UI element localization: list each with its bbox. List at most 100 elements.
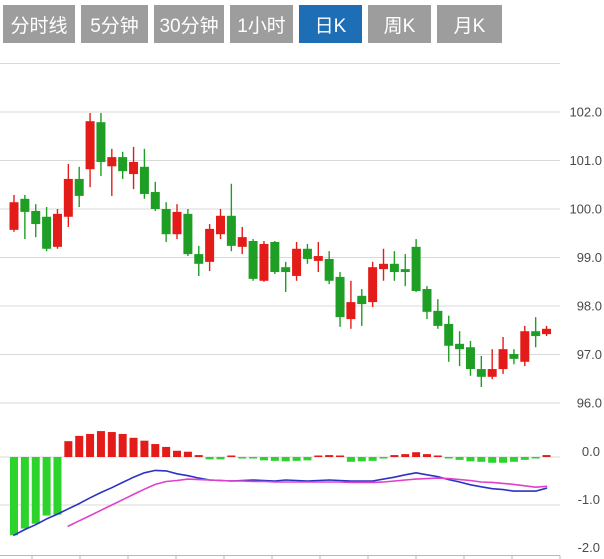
dea-line <box>67 477 548 527</box>
price-axis-label: 102.0 <box>569 105 602 120</box>
macd-bar <box>183 451 192 457</box>
macd-bar <box>412 452 421 457</box>
candle-body <box>161 209 171 235</box>
macd-bar <box>531 457 540 459</box>
candle-body <box>63 178 73 217</box>
macd-bar <box>509 457 518 462</box>
candle-body <box>226 215 236 246</box>
tab-5min[interactable]: 5分钟 <box>81 5 148 43</box>
macd-bar <box>31 457 40 524</box>
candle-body <box>107 157 117 167</box>
candle-body <box>20 198 30 212</box>
candle-body <box>324 258 334 281</box>
macd-bar <box>281 457 290 462</box>
macd-bar <box>379 457 388 459</box>
candle-body <box>96 122 106 162</box>
candle-body <box>292 248 302 276</box>
candle-body <box>520 331 530 362</box>
macd-axis-label: -2.0 <box>578 540 600 555</box>
macd-bar <box>466 457 475 462</box>
candle-body <box>379 263 389 270</box>
candle-body <box>498 349 508 370</box>
candle-body <box>183 213 193 255</box>
candle-body <box>357 295 367 305</box>
candle-body <box>31 210 41 225</box>
macd-bar <box>346 457 355 462</box>
tab-daily-k[interactable]: 日K <box>299 5 362 43</box>
candle-body <box>85 121 95 170</box>
macd-bar <box>20 457 29 529</box>
candle-body <box>118 157 128 172</box>
candle-body <box>172 211 182 235</box>
candle-body <box>194 254 204 264</box>
candle-body <box>205 228 215 262</box>
macd-bar <box>542 455 551 457</box>
macd-bar <box>162 446 171 457</box>
candle-body <box>52 213 62 247</box>
price-axis-label: 98.0 <box>577 299 602 314</box>
candle-body <box>444 323 454 346</box>
macd-bar <box>390 455 399 457</box>
price-axis-label: 96.0 <box>577 396 602 411</box>
dif-line <box>13 469 548 537</box>
candle-body <box>422 289 432 312</box>
macd-bar <box>53 457 62 515</box>
macd-bar <box>499 457 508 463</box>
candle-body <box>248 241 258 279</box>
interval-tabbar: 分时线 5分钟 30分钟 1小时 日K 周K 月K <box>3 5 502 43</box>
macd-bar <box>86 433 95 457</box>
macd-histogram <box>10 431 551 536</box>
candle-body <box>346 302 356 320</box>
candle-body <box>259 243 269 281</box>
tab-monthly-k[interactable]: 月K <box>437 5 502 43</box>
macd-bar <box>118 433 127 457</box>
candle-body <box>129 161 139 175</box>
candle-body <box>313 256 323 261</box>
candle-body <box>281 267 291 273</box>
tab-weekly-k[interactable]: 周K <box>368 5 431 43</box>
macd-bar <box>368 457 377 461</box>
macd-bar <box>259 457 268 461</box>
candle-body <box>433 310 443 326</box>
candle-body <box>368 267 378 303</box>
macd-bar <box>488 457 497 463</box>
price-axis-label: 101.0 <box>569 153 602 168</box>
macd-bar <box>129 437 138 457</box>
macd-bar <box>336 455 345 457</box>
tab-30min[interactable]: 30分钟 <box>154 5 224 43</box>
macd-bar <box>75 435 84 457</box>
candle-body <box>302 248 312 259</box>
macd-bar <box>325 455 334 457</box>
macd-bar <box>249 457 258 459</box>
candle-body <box>476 369 486 377</box>
macd-bar <box>173 450 182 457</box>
macd-bar <box>238 457 247 459</box>
candle-body <box>237 237 247 247</box>
macd-bar <box>10 457 18 536</box>
candle-body <box>9 202 19 230</box>
candle-body <box>542 328 552 335</box>
macd-bar <box>444 457 453 459</box>
candle-body <box>465 347 475 370</box>
macd-bar <box>140 440 149 457</box>
candle-body <box>335 276 345 318</box>
macd-bar <box>205 457 214 460</box>
candles <box>9 112 552 387</box>
macd-bar <box>151 444 160 457</box>
candle-body <box>411 246 421 291</box>
macd-bar <box>64 441 73 457</box>
candle-body <box>74 178 84 196</box>
macd-bar <box>96 431 105 457</box>
price-axis-label: 100.0 <box>569 202 602 217</box>
candle-body <box>455 343 465 350</box>
macd-bar <box>42 457 51 516</box>
tab-timeline[interactable]: 分时线 <box>3 5 75 43</box>
macd-bar <box>433 455 442 457</box>
candle-body <box>215 215 225 235</box>
candle-body <box>150 192 160 209</box>
tab-1hour[interactable]: 1小时 <box>230 5 293 43</box>
candle-body <box>509 354 519 359</box>
macd-axis-label: -1.0 <box>578 492 600 507</box>
candle-body <box>487 369 497 377</box>
